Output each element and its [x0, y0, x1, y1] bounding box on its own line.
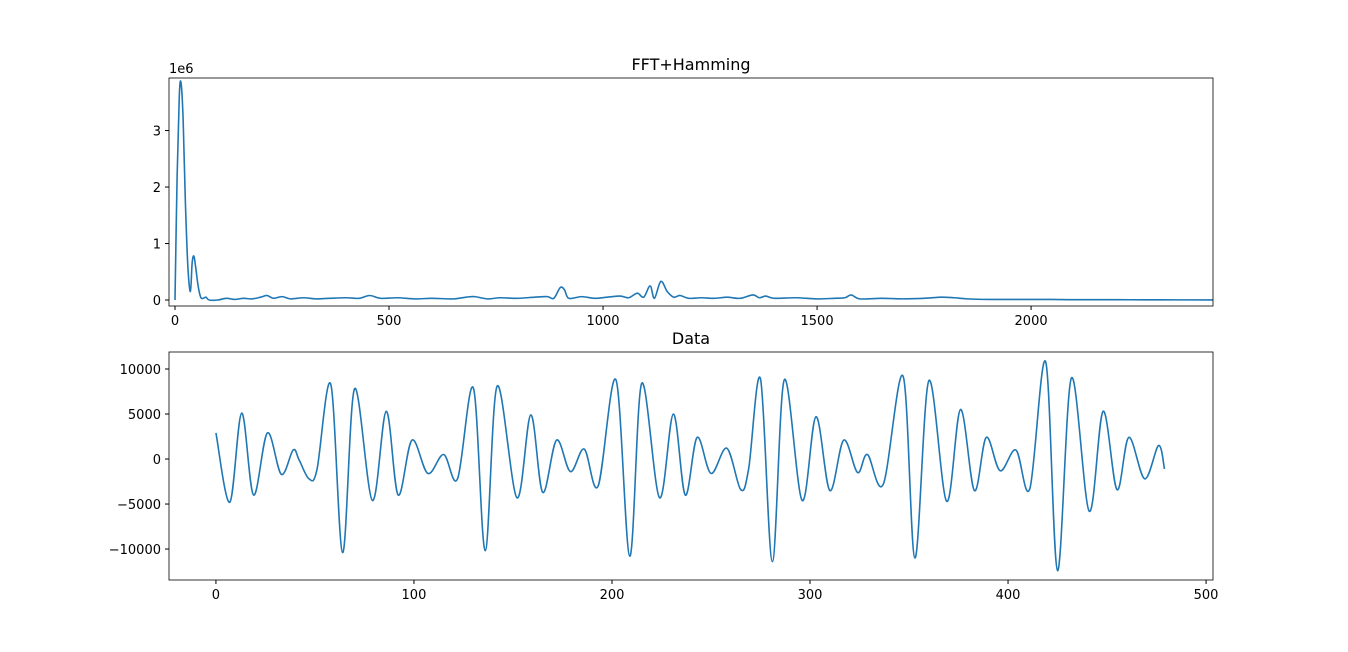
x-tick-label: 500: [377, 314, 402, 329]
y-tick-label: 10000: [120, 363, 161, 378]
y-tick-label: 0: [153, 294, 161, 309]
y-tick-label: 0: [153, 453, 161, 468]
y-offset-label: 1e6: [169, 62, 194, 77]
x-tick-label: 0: [212, 588, 220, 603]
x-tick-label: 100: [402, 588, 427, 603]
x-tick-label: 1500: [801, 314, 834, 329]
plot-frame: [168, 351, 1214, 581]
x-tick-label: 2000: [1015, 314, 1048, 329]
data-line: [215, 360, 1166, 572]
chart-title: FFT+Hamming: [631, 55, 750, 74]
x-tick-label: 0: [171, 314, 179, 329]
y-tick-label: 3: [153, 125, 161, 140]
y-tick-label: 1: [153, 238, 161, 253]
y-tick-label: 5000: [128, 408, 161, 423]
x-tick-label: 500: [1194, 588, 1219, 603]
x-tick-label: 1000: [586, 314, 619, 329]
y-tick-label: −10000: [109, 543, 161, 558]
x-tick-label: 300: [798, 588, 823, 603]
data-line: [174, 80, 1213, 302]
y-tick-label: −5000: [117, 498, 161, 513]
y-tick-label: 2: [153, 181, 161, 196]
plot-frame: [168, 77, 1214, 307]
chart-title: Data: [672, 329, 710, 348]
x-tick-label: 400: [996, 588, 1021, 603]
x-tick-label: 200: [600, 588, 625, 603]
